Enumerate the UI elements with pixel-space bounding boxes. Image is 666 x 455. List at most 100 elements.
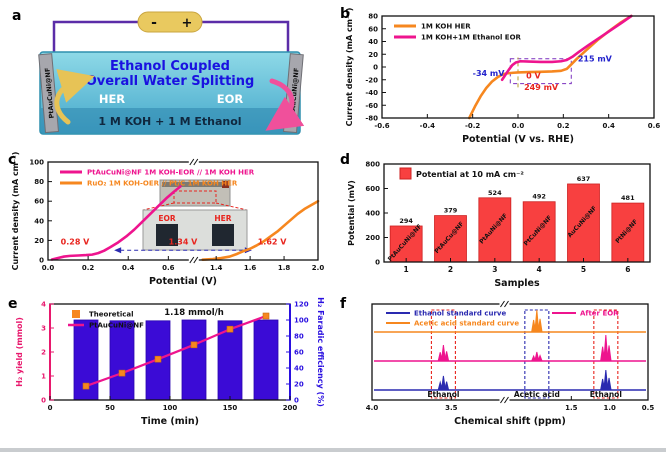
svg-text:4: 4 (41, 301, 46, 309)
svg-text:1M KOH+1M Ethanol EOR: 1M KOH+1M Ethanol EOR (421, 34, 522, 42)
chart-canvas-f: 4.0 3.5 1.5 1.0 0.5 Chemical shift (ppm) Ethan… (366, 300, 655, 427)
svg-text:0 V: 0 V (526, 71, 541, 80)
svg-text:637: 637 (577, 175, 591, 183)
svg-text:PtAuCuNi@NF: PtAuCuNi@NF (89, 322, 144, 330)
bar (567, 183, 600, 263)
svg-text:80: 80 (34, 178, 44, 186)
svg-text:1.34 V: 1.34 V (169, 237, 199, 246)
svg-text:0.4: 0.4 (122, 264, 135, 272)
plot-frame (47, 161, 319, 261)
svg-text:2: 2 (41, 349, 46, 357)
panel-letter-f: f (340, 296, 347, 312)
panel-c: c EOR HER 0.0 0.2 0.4 0.6 1.4 1.6 1.8 2.0 0 20 40 60 8… (6, 150, 332, 294)
svg-text:Potential (mV): Potential (mV) (347, 180, 356, 246)
peak-box (593, 309, 619, 399)
svg-text:0.0: 0.0 (42, 264, 55, 272)
panel-f: f 4.0 3.5 1.5 1.0 0.5 Chemical shift (ppm) Eth… (338, 294, 662, 434)
legend: PtAuCuNi@NF 1M KOH-EOR // 1M KOH HER RuO₂… (60, 169, 255, 188)
svg-text:Time (min): Time (min) (141, 416, 199, 427)
her-eor-lsv-chart: -0.6 -0.4 -0.2 0.0 0.2 0.4 0.6 -80 -60 -40 -20 0 20 4… (338, 4, 662, 156)
efficiency-bar (181, 319, 207, 401)
chart-canvas-d: 294PtAuCuNi@NF1379PtAuCu@NF2524PtAuNi@NF… (347, 161, 651, 289)
svg-text:Current density (mA cm⁻²): Current density (mA cm⁻²) (345, 8, 354, 127)
bar (478, 197, 512, 263)
panel-letter-c: c (8, 152, 17, 168)
svg-text:249 mV: 249 mV (524, 83, 559, 92)
svg-text:Potential at 10 mA cm⁻²: Potential at 10 mA cm⁻² (416, 170, 524, 179)
svg-text:Acetic acid: Acetic acid (514, 390, 560, 399)
svg-text:120: 120 (294, 301, 309, 309)
svg-text:1.18 mmol/h: 1.18 mmol/h (164, 308, 224, 318)
svg-text:1M KOH HER: 1M KOH HER (421, 23, 471, 31)
svg-text:Samples: Samples (494, 278, 540, 289)
electrolyte-label: 1 M KOH + 1 M Ethanol (98, 115, 241, 128)
efficiency-bar (217, 320, 243, 401)
svg-text:-0.4: -0.4 (420, 122, 435, 130)
svg-text:-0.6: -0.6 (374, 122, 389, 130)
svg-text:0: 0 (41, 397, 46, 405)
eor-arrow-icon (265, 78, 305, 131)
svg-text:524: 524 (488, 189, 502, 197)
svg-text:20: 20 (34, 237, 44, 245)
svg-text:0.0: 0.0 (512, 122, 525, 130)
svg-text:0: 0 (39, 257, 44, 265)
svg-text:0.6: 0.6 (162, 264, 175, 272)
svg-text:HER: HER (214, 214, 231, 223)
panel-letter-d: d (340, 152, 351, 168)
svg-text:0.5: 0.5 (642, 404, 655, 412)
svg-text:-40: -40 (365, 89, 378, 97)
svg-text:0: 0 (375, 259, 380, 267)
svg-text:80: 80 (368, 13, 378, 21)
wire-left (52, 20, 143, 62)
panel-e: e 0 50 100 150 200 0 1 2 3 4 0 20 40 60 80 100 120 Time (… (6, 294, 332, 434)
cell-voltage-comparison-chart: EOR HER 0.0 0.2 0.4 0.6 1.4 1.6 1.8 2.0 0 20 40 60 80 1… (6, 150, 332, 298)
sample-potential-bar-chart: 294 PtAuCuNi@NF 1 379 PtAuCu@NF 2 524 PtAuNi@NF… (338, 150, 662, 298)
legend: 1M KOH HER 1M KOH+1M Ethanol EOR (394, 23, 522, 42)
chart-canvas-c: EOR HER 0.0 0.2 0.4 0.6 1.4 1.6 1.8 2.0 0 20 40 60 80 1… (11, 152, 324, 287)
svg-text:0: 0 (373, 64, 378, 72)
svg-text:150: 150 (223, 404, 238, 412)
svg-text:Chemical shift (ppm): Chemical shift (ppm) (454, 416, 566, 427)
svg-text:-34 mV: -34 mV (473, 69, 506, 78)
svg-text:EOR: EOR (158, 214, 175, 223)
chart-canvas-b: -0.6 -0.4 -0.2 0.0 0.2 0.4 0.6 -80 -60 -40 -20 0 20 4… (345, 8, 660, 145)
svg-text:4.0: 4.0 (366, 404, 379, 412)
svg-text:80: 80 (294, 333, 304, 341)
her-arrow-icon (54, 69, 95, 125)
schematic-title-line1: Ethanol Coupled (110, 59, 230, 74)
svg-text:1.5: 1.5 (565, 404, 578, 412)
panel-b: b -0.6 -0.4 -0.2 0.0 0.2 0.4 0.6 -80 -60 -40 -20 0 2… (338, 4, 662, 152)
svg-text:0.28 V: 0.28 V (61, 237, 91, 246)
svg-text:379: 379 (444, 207, 458, 215)
bar (611, 202, 645, 263)
svg-text:20: 20 (294, 381, 304, 389)
svg-text:Ethanol: Ethanol (427, 390, 459, 399)
svg-text:100: 100 (163, 404, 178, 412)
svg-text:6: 6 (625, 265, 630, 274)
svg-text:3.5: 3.5 (445, 404, 458, 412)
her-label: HER (99, 92, 125, 106)
panel-d: d 294 PtAuCuNi@NF 1 379 PtAuCu@NF 2 524 PtAuNi@… (338, 150, 662, 294)
plot-frame (371, 303, 649, 401)
svg-text:H₂ yield (mmol): H₂ yield (mmol) (15, 317, 24, 387)
svg-text:After EOR: After EOR (580, 310, 619, 318)
svg-text:Current density (mA cm⁻²): Current density (mA cm⁻²) (11, 152, 20, 271)
svg-text:-80: -80 (365, 115, 378, 123)
svg-text:0: 0 (48, 404, 53, 412)
efficiency-bar (253, 319, 279, 401)
svg-text:0.2: 0.2 (82, 264, 95, 272)
svg-text:40: 40 (34, 217, 44, 225)
svg-text:60: 60 (294, 349, 304, 357)
panel-a: a - + PtAuCuNi@NF PtAuCuNi@NF Ethanol Co… (10, 6, 330, 148)
efficiency-bar (109, 320, 135, 401)
svg-text:4: 4 (537, 265, 542, 274)
page-bottom-divider (0, 448, 666, 452)
svg-text:1.8: 1.8 (278, 264, 291, 272)
svg-text:60: 60 (34, 198, 44, 206)
svg-text:H₂ Faradic efficiency (%): H₂ Faradic efficiency (%) (316, 297, 325, 407)
svg-text:3: 3 (41, 325, 46, 333)
svg-text:294: 294 (399, 217, 413, 225)
svg-text:Theoretical: Theoretical (89, 311, 134, 319)
